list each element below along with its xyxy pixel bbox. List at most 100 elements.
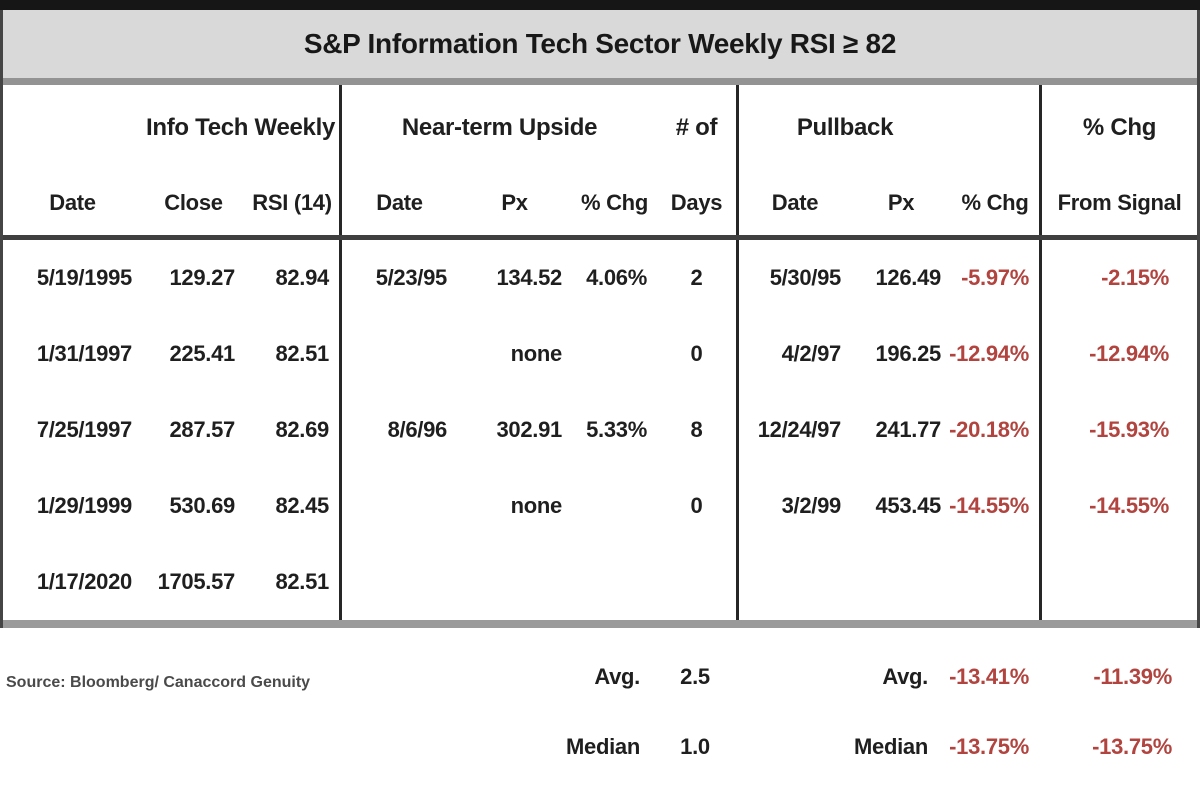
cell-pullback-px: 196.25: [875, 341, 942, 366]
table-row: 1/17/2020 1705.57 82.51: [3, 544, 1197, 620]
cell-pullback-chg: -14.55%: [949, 468, 1042, 544]
cell-pullback-px: 126.49: [875, 265, 942, 290]
cell-days: [657, 544, 739, 620]
cell-pullback-px: 241.77: [875, 417, 942, 442]
group-pullback: Pullback: [796, 114, 894, 141]
group-num-of: # of: [657, 85, 739, 171]
col-days: Days: [657, 171, 739, 235]
table-row: 1/31/1997 225.41 82.51 none 0 4/2/97 196…: [3, 316, 1197, 392]
header-group-row: Info Tech Weekly Near-term Upside # of P…: [3, 85, 1197, 171]
cell-from-signal: -15.93%: [1089, 417, 1169, 442]
cell-pullback-px: [851, 544, 951, 620]
cell-upside-px: 134.52: [496, 265, 563, 290]
avg-pullback-label: Avg.: [882, 664, 928, 689]
col-pullback-date: Date: [771, 190, 819, 215]
cell-pullback-date: [739, 544, 851, 620]
cell-signal-date: 1/31/1997: [36, 341, 132, 366]
cell-from-signal: -2.15%: [1101, 265, 1169, 290]
cell-rsi: 82.51: [245, 316, 342, 392]
cell-days: 2: [657, 240, 739, 316]
median-days-value: 1.0: [680, 734, 710, 759]
median-days-label: Median: [566, 734, 640, 759]
summary-footer: Source: Bloomberg/ Canaccord Genuity Avg…: [0, 642, 1200, 782]
cell-signal-date: 7/25/1997: [36, 417, 132, 442]
avg-days-label: Avg.: [594, 664, 640, 689]
cell-upside-date: 5/23/95: [375, 265, 448, 290]
cell-upside-chg: 4.06%: [586, 265, 647, 290]
group-pct-chg: % Chg: [1082, 114, 1157, 141]
group-spacer: [3, 85, 142, 171]
col-close: Close: [164, 190, 223, 215]
table-title: S&P Information Tech Sector Weekly RSI ≥…: [3, 10, 1197, 85]
cell-pullback-date: 3/2/99: [781, 493, 842, 518]
cell-upside-px: none: [510, 341, 563, 366]
group-info-tech-weekly: Info Tech Weekly: [142, 85, 342, 171]
cell-days: 8: [657, 392, 739, 468]
cell-close: 129.27: [169, 265, 236, 290]
cell-rsi: 82.51: [245, 544, 342, 620]
source-note: Source: Bloomberg/ Canaccord Genuity: [6, 674, 311, 691]
cell-from-signal: -14.55%: [1089, 493, 1169, 518]
cell-rsi: 82.94: [245, 240, 342, 316]
cell-days: 0: [657, 316, 739, 392]
table-row: 7/25/1997 287.57 82.69 8/6/96 302.91 5.3…: [3, 392, 1197, 468]
cell-upside-chg: 5.33%: [586, 417, 647, 442]
cell-pullback-chg: [951, 544, 1042, 620]
cell-rsi: 82.69: [245, 392, 342, 468]
col-from-signal: From Signal: [1057, 190, 1182, 215]
cell-upside-chg: [572, 316, 657, 392]
median-pullback-label: Median: [854, 734, 928, 759]
cell-upside-chg: [572, 544, 657, 620]
group-near-term-upside: Near-term Upside: [401, 114, 598, 141]
cell-pullback-chg: -12.94%: [949, 316, 1042, 392]
col-pullback-px: Px: [887, 190, 915, 215]
cell-pullback-px: 453.45: [875, 493, 942, 518]
cell-close: 287.57: [169, 417, 236, 442]
cell-upside-chg: [572, 468, 657, 544]
col-upside-chg: % Chg: [581, 190, 648, 215]
rsi-table: S&P Information Tech Sector Weekly RSI ≥…: [0, 10, 1200, 628]
cell-signal-date: 1/17/2020: [36, 569, 132, 594]
cell-days: 0: [657, 468, 739, 544]
cell-rsi: 82.45: [245, 468, 342, 544]
cell-upside-date: [342, 468, 457, 544]
cell-upside-date: [342, 316, 457, 392]
table-top-border: [0, 0, 1200, 10]
col-signal-date: Date: [49, 190, 96, 215]
cell-pullback-chg: -20.18%: [949, 392, 1042, 468]
avg-row: Source: Bloomberg/ Canaccord Genuity Avg…: [0, 642, 1200, 712]
cell-pullback-chg: -5.97%: [951, 240, 1042, 316]
avg-pullback-chg: -13.41%: [949, 664, 1029, 689]
cell-upside-px: [457, 544, 572, 620]
footer-spacer: [0, 712, 569, 782]
median-pullback-chg: -13.75%: [949, 734, 1029, 759]
cell-upside-px: none: [510, 493, 563, 518]
col-pullback-chg: % Chg: [951, 171, 1042, 235]
avg-days-value: 2.5: [680, 664, 710, 689]
cell-close: 1705.57: [157, 569, 236, 594]
cell-from-signal: [1042, 544, 1197, 620]
cell-close: 225.41: [169, 341, 236, 366]
table-grid: Info Tech Weekly Near-term Upside # of P…: [3, 85, 1197, 628]
col-rsi: RSI (14): [245, 171, 342, 235]
median-row: Median 1.0 Median -13.75% -13.75%: [0, 712, 1200, 782]
median-from-signal-chg: -13.75%: [1092, 734, 1172, 759]
cell-upside-date: 8/6/96: [387, 417, 448, 442]
column-header-row: Date Close RSI (14) Date Px % Chg Days D…: [3, 171, 1197, 240]
cell-upside-date: [342, 544, 457, 620]
group-spacer: [951, 85, 1042, 171]
cell-signal-date: 1/29/1999: [36, 493, 132, 518]
avg-from-signal-chg: -11.39%: [1093, 664, 1172, 689]
cell-upside-px: 302.91: [496, 417, 563, 442]
cell-pullback-date: 4/2/97: [781, 341, 842, 366]
cell-pullback-date: 5/30/95: [769, 265, 842, 290]
cell-from-signal: -12.94%: [1089, 341, 1169, 366]
cell-signal-date: 5/19/1995: [36, 265, 132, 290]
table-row: 1/29/1999 530.69 82.45 none 0 3/2/99 453…: [3, 468, 1197, 544]
table-row: 5/19/1995 129.27 82.94 5/23/95 134.52 4.…: [3, 240, 1197, 316]
col-upside-px: Px: [501, 190, 528, 215]
cell-close: 530.69: [169, 493, 236, 518]
cell-pullback-date: 12/24/97: [757, 417, 842, 442]
col-upside-date: Date: [376, 190, 423, 215]
